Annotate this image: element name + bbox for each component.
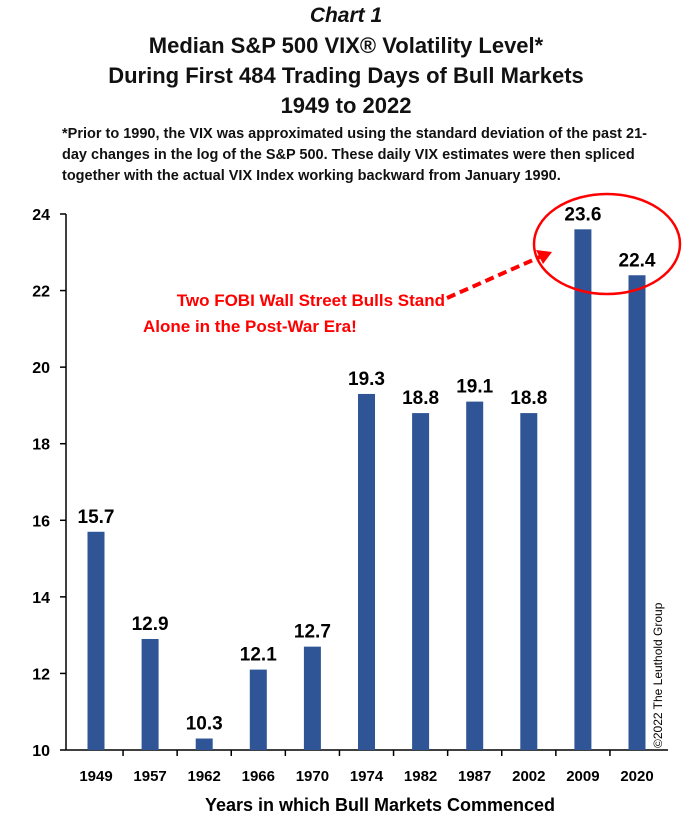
y-tick-label: 18 xyxy=(32,437,50,454)
bar-1974 xyxy=(358,393,375,750)
x-tick-label: 2009 xyxy=(566,768,599,785)
x-axis-title: Years in which Bull Markets Commenced xyxy=(205,795,555,815)
y-tick-label: 10 xyxy=(32,743,50,760)
data-label: 18.8 xyxy=(510,388,547,409)
annotation-line-2: Alone in the Post-War Era! xyxy=(143,317,357,336)
x-tick-label: 1974 xyxy=(350,768,384,785)
annotation-arrow xyxy=(446,254,543,300)
x-tick-label: 1982 xyxy=(404,768,437,785)
bar-1962 xyxy=(195,738,213,750)
copyright: ©2022 The Leuthold Group xyxy=(651,602,665,748)
y-tick-label: 14 xyxy=(32,590,50,607)
bar-1957 xyxy=(141,638,159,750)
x-tick-label: 2020 xyxy=(620,768,653,785)
chart-subtitle-1: During First 484 Trading Days of Bull Ma… xyxy=(108,63,584,88)
y-tick-label: 12 xyxy=(32,666,50,683)
bar-2002 xyxy=(520,413,538,750)
bar-2009 xyxy=(574,229,592,751)
x-tick-label: 1987 xyxy=(458,768,491,785)
arrow-head-icon xyxy=(536,250,552,264)
y-tick-label: 16 xyxy=(32,513,50,530)
x-tick-label: 1962 xyxy=(188,768,221,785)
data-label: 12.9 xyxy=(132,614,169,635)
data-label: 18.8 xyxy=(402,388,439,409)
data-label: 12.7 xyxy=(294,622,331,643)
y-tick-label: 24 xyxy=(32,207,50,224)
data-label: 15.7 xyxy=(78,507,115,528)
highlight-ellipse xyxy=(532,192,682,296)
chart-subtitle-2: 1949 to 2022 xyxy=(280,93,412,118)
bar-1949 xyxy=(87,531,105,750)
x-tick-label: 1957 xyxy=(133,768,166,785)
data-label: 19.1 xyxy=(456,377,493,398)
chart-title: Median S&P 500 VIX® Volatility Level* xyxy=(148,33,544,58)
footnote: *Prior to 1990, the VIX was approximated… xyxy=(62,126,647,184)
data-label: 12.1 xyxy=(240,645,277,666)
bar-1970 xyxy=(303,646,321,750)
data-label: 10.3 xyxy=(186,714,223,735)
data-label: 23.6 xyxy=(564,204,601,225)
data-label: 19.3 xyxy=(348,369,385,390)
x-tick-label: 1966 xyxy=(242,768,275,785)
x-tick-label: 1970 xyxy=(296,768,329,785)
x-tick-label: 2002 xyxy=(512,768,545,785)
bar-2020 xyxy=(628,275,646,750)
data-label: 22.4 xyxy=(619,250,656,271)
chart-label: Chart 1 xyxy=(309,4,383,27)
bar-1966 xyxy=(249,669,267,750)
bar-1987 xyxy=(466,401,484,750)
annotation-line-1: Two FOBI Wall Street Bulls Stand xyxy=(177,291,445,310)
y-tick-label: 22 xyxy=(32,284,50,301)
x-tick-label: 1949 xyxy=(79,768,112,785)
bar-1982 xyxy=(412,413,430,750)
y-tick-label: 20 xyxy=(32,360,50,377)
